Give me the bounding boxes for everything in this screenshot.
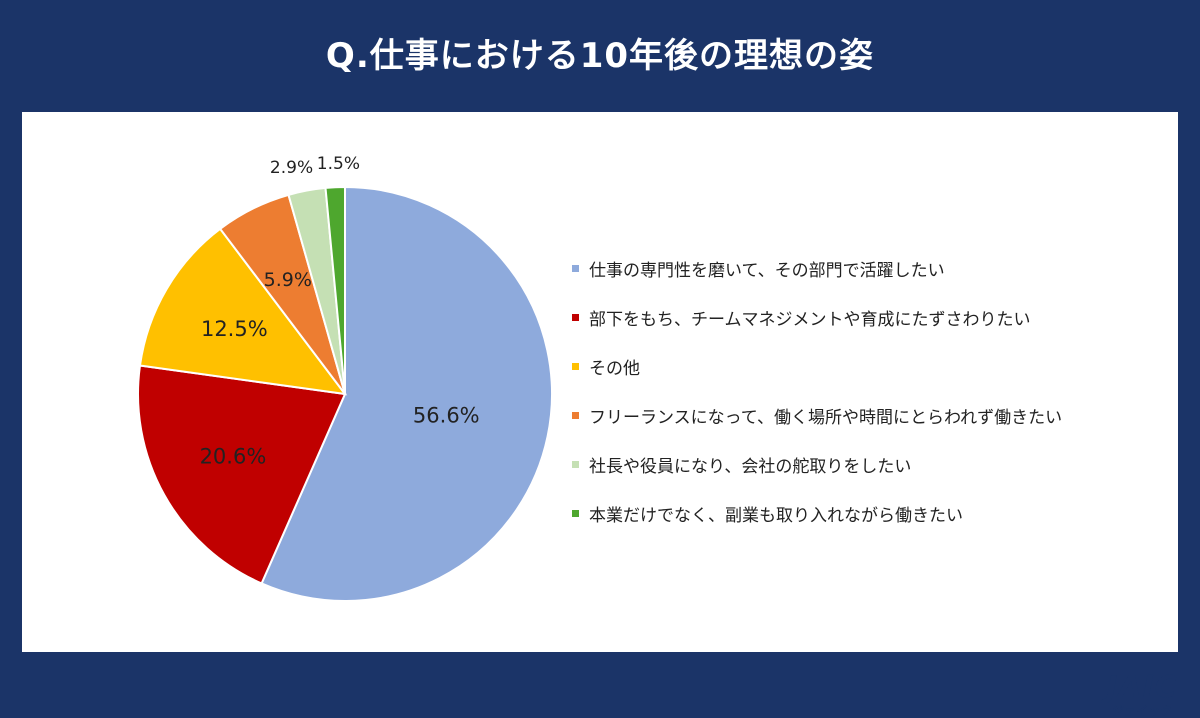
pie-slice bbox=[137, 364, 347, 585]
legend: 仕事の専門性を磨いて、その部門で活躍したい 部下をもち、チームマネジメントや育成… bbox=[572, 244, 1062, 538]
pie-slice bbox=[324, 185, 346, 395]
legend-item: 本業だけでなく、副業も取り入れながら働きたい bbox=[572, 489, 1062, 538]
legend-label: 部下をもち、チームマネジメントや育成にたずさわりたい bbox=[589, 310, 1031, 330]
slice-data-label: 20.6% bbox=[200, 445, 267, 469]
legend-label: 社長や役員になり、会社の舵取りをしたい bbox=[589, 457, 912, 477]
chart-panel: 56.6% 20.6% 12.5% 5.9% 2.9% 1.5% 仕事の専門性を磨いて、そ… bbox=[22, 112, 1178, 718]
pie-slice bbox=[138, 227, 348, 396]
legend-label: 本業だけでなく、副業も取り入れながら働きたい bbox=[589, 506, 963, 526]
legend-swatch bbox=[572, 265, 579, 272]
pie-slice bbox=[260, 185, 553, 602]
legend-item: フリーランスになって、働く場所や時間にとらわれず働きたい bbox=[572, 391, 1062, 440]
chart-title: Q.仕事における10年後の理想の姿 bbox=[325, 36, 875, 76]
legend-item: 仕事の専門性を磨いて、その部門で活躍したい bbox=[572, 244, 1062, 293]
legend-item: 社長や役員になり、会社の舵取りをしたい bbox=[572, 440, 1062, 489]
logo-subtitle: ジェイック bbox=[1111, 704, 1172, 718]
jaic-logo: JAIC ジェイック bbox=[1102, 672, 1182, 718]
legend-swatch bbox=[572, 461, 579, 468]
legend-item: その他 bbox=[572, 342, 1062, 391]
legend-label: その他 bbox=[589, 359, 640, 379]
slice-data-label: 2.9% bbox=[270, 158, 313, 178]
slice-data-label: 56.6% bbox=[413, 403, 480, 427]
legend-label: 仕事の専門性を磨いて、その部門で活躍したい bbox=[589, 261, 945, 281]
legend-label: フリーランスになって、働く場所や時間にとらわれず働きたい bbox=[589, 408, 1063, 428]
slice-data-label: 12.5% bbox=[201, 317, 268, 341]
legend-swatch bbox=[572, 412, 579, 419]
legend-swatch bbox=[572, 314, 579, 321]
legend-swatch bbox=[572, 363, 579, 370]
slice-data-label: 5.9% bbox=[264, 269, 312, 291]
pie-chart: 56.6% 20.6% 12.5% 5.9% 2.9% 1.5% bbox=[137, 154, 553, 602]
slice-data-label: 1.5% bbox=[317, 154, 360, 174]
legend-swatch bbox=[572, 510, 579, 517]
logo-mark: JAIC bbox=[1106, 670, 1178, 705]
legend-item: 部下をもち、チームマネジメントや育成にたずさわりたい bbox=[572, 293, 1062, 342]
